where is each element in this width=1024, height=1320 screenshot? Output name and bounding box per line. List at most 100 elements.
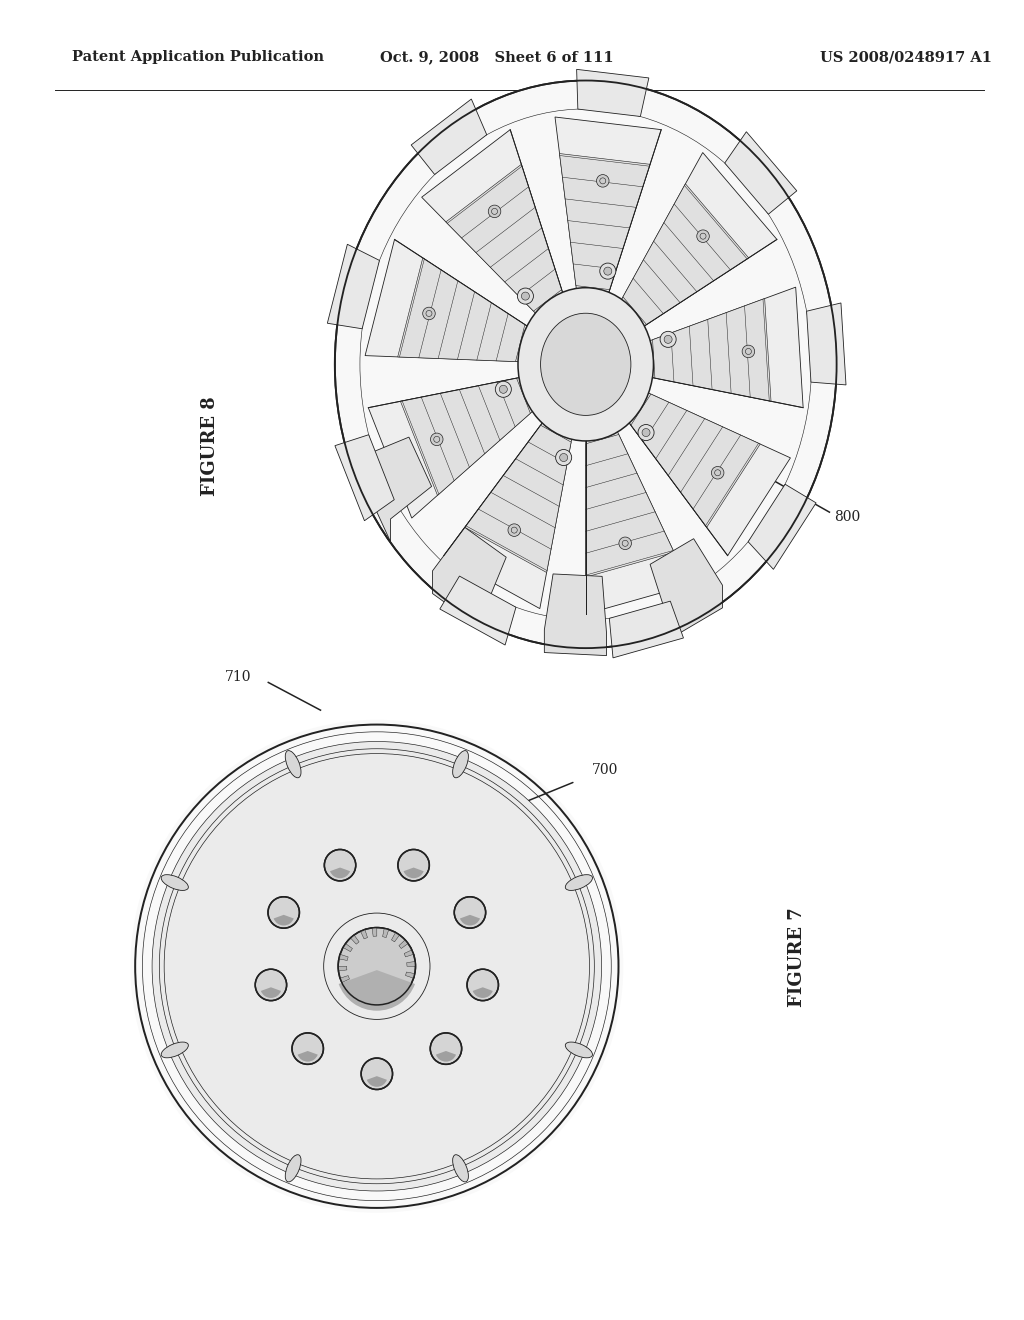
Polygon shape — [652, 298, 771, 401]
Polygon shape — [343, 944, 352, 952]
Circle shape — [169, 759, 585, 1173]
Circle shape — [130, 719, 624, 1213]
Polygon shape — [555, 117, 662, 306]
Polygon shape — [559, 153, 650, 289]
Polygon shape — [404, 950, 414, 957]
Circle shape — [325, 850, 355, 880]
Circle shape — [153, 742, 601, 1191]
Wedge shape — [460, 915, 480, 925]
Circle shape — [560, 454, 567, 462]
Polygon shape — [609, 601, 683, 657]
Circle shape — [496, 381, 511, 397]
Wedge shape — [339, 970, 415, 1011]
Circle shape — [398, 850, 429, 880]
Polygon shape — [361, 437, 431, 541]
Polygon shape — [350, 935, 359, 944]
Ellipse shape — [161, 875, 188, 891]
Polygon shape — [328, 244, 380, 329]
Polygon shape — [339, 954, 348, 961]
Polygon shape — [400, 378, 530, 495]
Circle shape — [430, 433, 443, 446]
Circle shape — [618, 537, 632, 549]
Ellipse shape — [453, 1155, 468, 1181]
Circle shape — [742, 346, 755, 358]
Polygon shape — [807, 304, 846, 385]
Ellipse shape — [286, 751, 301, 777]
Polygon shape — [725, 132, 797, 214]
Polygon shape — [383, 928, 389, 937]
Polygon shape — [586, 420, 689, 614]
Circle shape — [660, 331, 676, 347]
Polygon shape — [440, 576, 516, 645]
Polygon shape — [338, 966, 347, 972]
Polygon shape — [443, 412, 574, 609]
Wedge shape — [330, 867, 350, 878]
Circle shape — [361, 1059, 392, 1089]
Polygon shape — [391, 932, 399, 942]
Polygon shape — [360, 929, 368, 939]
Circle shape — [304, 894, 450, 1039]
Text: Oct. 9, 2008   Sheet 6 of 111: Oct. 9, 2008 Sheet 6 of 111 — [380, 50, 613, 65]
Polygon shape — [397, 257, 525, 362]
Polygon shape — [377, 997, 382, 1005]
Polygon shape — [340, 975, 349, 982]
Circle shape — [430, 1034, 462, 1064]
Circle shape — [467, 969, 499, 1001]
Polygon shape — [623, 183, 749, 325]
Circle shape — [597, 174, 609, 187]
Ellipse shape — [518, 288, 653, 441]
Circle shape — [556, 450, 571, 466]
Circle shape — [268, 896, 299, 928]
Ellipse shape — [565, 1041, 593, 1057]
Circle shape — [521, 292, 529, 300]
Polygon shape — [631, 395, 760, 528]
Polygon shape — [401, 981, 411, 989]
Text: 710: 710 — [224, 671, 251, 684]
Polygon shape — [412, 99, 486, 174]
Polygon shape — [422, 129, 567, 322]
Wedge shape — [436, 1051, 456, 1061]
Circle shape — [237, 826, 517, 1106]
Polygon shape — [465, 425, 571, 573]
Polygon shape — [386, 994, 393, 1003]
Polygon shape — [345, 983, 354, 993]
Text: FIGURE 8: FIGURE 8 — [201, 396, 219, 496]
Circle shape — [488, 205, 501, 218]
Circle shape — [638, 425, 654, 441]
Ellipse shape — [286, 1155, 301, 1181]
Polygon shape — [372, 928, 377, 936]
Ellipse shape — [565, 875, 593, 891]
Text: FIGURE 7: FIGURE 7 — [787, 907, 806, 1007]
Wedge shape — [261, 987, 281, 998]
Polygon shape — [394, 989, 403, 998]
Polygon shape — [407, 961, 416, 966]
Circle shape — [423, 308, 435, 319]
Polygon shape — [615, 153, 777, 333]
Circle shape — [194, 783, 560, 1150]
Circle shape — [696, 230, 710, 243]
Polygon shape — [577, 70, 649, 116]
Text: 700: 700 — [592, 763, 618, 776]
Wedge shape — [367, 1076, 387, 1086]
Circle shape — [600, 263, 615, 279]
Wedge shape — [273, 915, 294, 925]
Wedge shape — [403, 867, 424, 878]
Ellipse shape — [541, 313, 631, 416]
Polygon shape — [445, 164, 562, 312]
Circle shape — [642, 429, 650, 437]
Circle shape — [292, 1034, 324, 1064]
Polygon shape — [749, 484, 816, 569]
Circle shape — [517, 288, 534, 304]
Polygon shape — [545, 574, 606, 656]
Polygon shape — [365, 995, 371, 1005]
Polygon shape — [366, 239, 538, 362]
Circle shape — [665, 335, 672, 343]
Circle shape — [338, 928, 416, 1005]
Polygon shape — [432, 528, 506, 631]
Circle shape — [255, 969, 287, 1001]
Polygon shape — [622, 388, 791, 556]
Wedge shape — [473, 987, 493, 998]
Ellipse shape — [335, 81, 837, 648]
Circle shape — [508, 524, 520, 536]
Polygon shape — [406, 972, 415, 978]
